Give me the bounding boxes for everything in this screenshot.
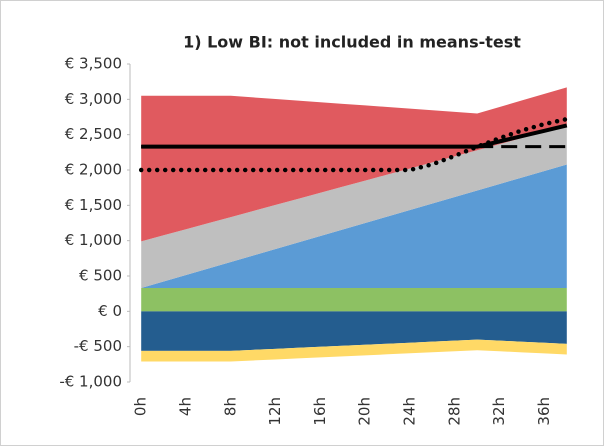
area [141, 311, 567, 351]
y-tick-label: € 2,000 [65, 161, 122, 179]
chart-title: 1) Low BI: not included in means-test [183, 33, 521, 52]
x-tick-label: 32h [490, 397, 508, 426]
area [141, 288, 567, 312]
x-tick-label: 28h [445, 397, 463, 426]
x-tick-label: 12h [266, 397, 284, 426]
line [138, 116, 570, 173]
y-tick-label: € 3,000 [65, 90, 122, 108]
x-tick-label: 20h [356, 397, 374, 426]
x-tick-label: 0h [132, 397, 150, 416]
y-tick-label: € 1,000 [65, 231, 122, 249]
y-tick-label: -€ 500 [74, 337, 122, 355]
area [141, 87, 567, 242]
y-tick-label: € 0 [98, 302, 122, 320]
y-tick-label: € 3,500 [65, 55, 122, 73]
x-tick-label: 24h [401, 397, 419, 426]
area [141, 339, 567, 362]
y-tick-label: € 2,500 [65, 125, 122, 143]
area [141, 164, 567, 289]
x-tick-label: 8h [221, 397, 239, 416]
x-tick-label: 4h [177, 397, 195, 416]
line [141, 123, 568, 149]
y-tick-label: -€ 1,000 [59, 373, 122, 391]
x-tick-label: 16h [311, 397, 329, 426]
y-tick-label: € 1,500 [65, 196, 122, 214]
area [141, 125, 567, 289]
y-tick-label: € 500 [79, 267, 122, 285]
x-tick-label: 36h [535, 397, 553, 426]
